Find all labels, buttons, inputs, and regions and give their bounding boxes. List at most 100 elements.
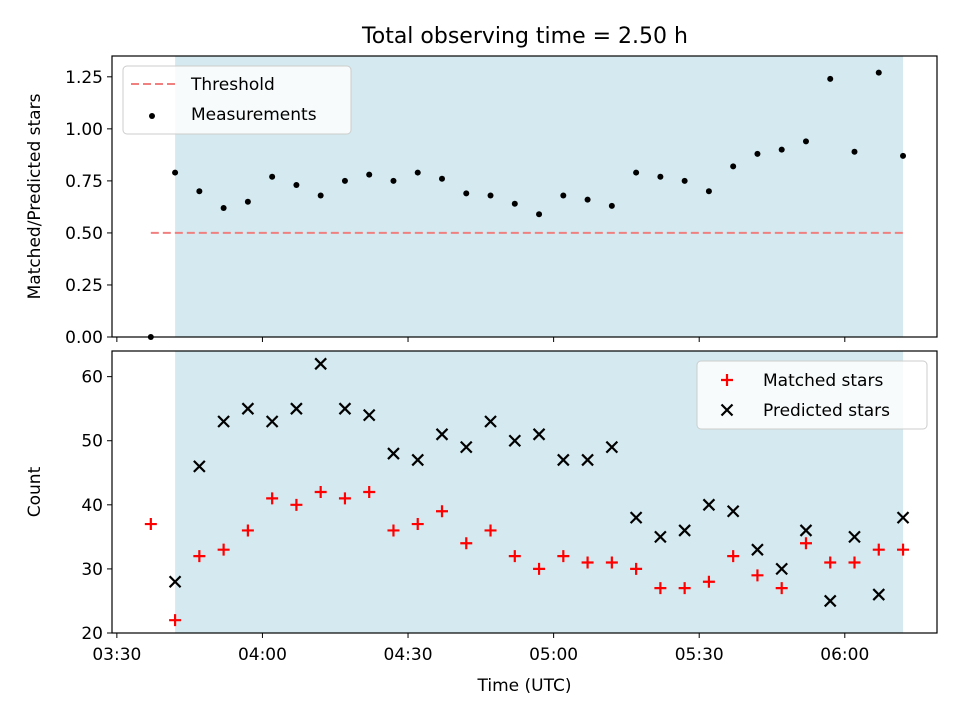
matched-star-point: [266, 492, 279, 505]
measurement-point: [584, 196, 591, 203]
legend-measurement-label: Measurements: [191, 105, 317, 125]
measurement-point: [608, 202, 615, 209]
predicted-star-point: [557, 453, 570, 467]
axes-frame: [111, 55, 938, 338]
matched-star-point: [605, 556, 618, 569]
predicted-star-point: [387, 447, 400, 460]
matched-star-point: [775, 582, 788, 595]
matched-star-point: [363, 486, 376, 498]
measurement-point: [730, 163, 737, 170]
matched-star-point: [848, 556, 861, 569]
predicted-star-point: [751, 543, 764, 556]
y-tick-label: 30: [81, 560, 103, 580]
legend-predicted-swatch: [720, 403, 734, 417]
x-axis-label: Time (UTC): [477, 676, 572, 696]
legend: Threshold Measurements: [122, 65, 352, 135]
predicted-star-point: [678, 524, 691, 537]
measurement-point: [705, 188, 712, 195]
matched-star-point: [460, 537, 473, 550]
predicted-star-point: [605, 440, 619, 454]
legend-predicted-label: Predicted stars: [763, 401, 890, 421]
matched-star-point: [241, 524, 254, 537]
top-panel: 0.00 0.25 0.50 0.75 1.00 1.25 Matched/Predicte…: [25, 55, 938, 348]
predicted-star-point: [241, 402, 255, 415]
matched-star-point: [678, 582, 691, 595]
measurement-point: [900, 152, 907, 159]
measurement-point: [778, 146, 785, 153]
predicted-star-point: [508, 434, 522, 448]
matched-star-point: [411, 518, 424, 531]
predicted-star-point: [338, 402, 352, 415]
y-tick-label: 60: [81, 368, 103, 388]
predicted-star-point: [629, 511, 643, 524]
measurement-point: [390, 177, 397, 184]
y-tick-label: 40: [81, 496, 103, 516]
matched-star-point: [581, 556, 594, 569]
x-tick-label: 03:30: [92, 645, 141, 665]
measurement-point: [317, 192, 324, 199]
predicted-star-point: [872, 588, 886, 601]
predicted-star-point: [654, 530, 667, 544]
measurement-point: [366, 171, 373, 178]
predicted-star-point: [532, 428, 546, 441]
x-tick-label: 04:00: [238, 645, 287, 665]
measurement-point: [244, 198, 251, 205]
measurement-point: [827, 75, 834, 82]
matched-star-point: [290, 498, 303, 511]
measurement-point: [681, 177, 688, 184]
matched-star-point: [897, 543, 910, 556]
y-axis-label: Count: [25, 466, 45, 517]
measurement-point: [439, 175, 445, 182]
predicted-star-point: [265, 415, 279, 428]
legend: Matched stars Predicted stars: [696, 360, 928, 430]
measurement-point: [269, 173, 276, 180]
matched-star-point: [193, 550, 206, 563]
measurement-point: [341, 177, 348, 184]
y-tick-label: 20: [81, 624, 103, 644]
matched-star-point: [751, 569, 764, 582]
measurement-point: [633, 169, 640, 176]
y-tick-label: 0.00: [65, 328, 103, 348]
predicted-star-point: [581, 453, 594, 467]
predicted-star-point: [362, 408, 376, 422]
legend-matched-swatch: [721, 374, 733, 386]
matched-star-point: [654, 582, 667, 595]
predicted-star-point: [484, 415, 497, 428]
matched-star-point: [533, 562, 546, 575]
measurement-point: [560, 192, 567, 199]
matched-star-point: [824, 556, 837, 569]
matched-star-point: [338, 492, 351, 505]
predicted-star-point: [314, 357, 327, 371]
measurement-point: [293, 182, 300, 189]
matched-star-point: [508, 550, 521, 563]
matched-star-point: [484, 524, 497, 537]
measurement-point: [802, 138, 809, 145]
legend-box: [696, 360, 928, 430]
y-tick-label: 50: [81, 432, 103, 452]
legend-measurement-swatch: [149, 113, 155, 119]
predicted-star-point: [702, 498, 716, 512]
measurement-point: [754, 150, 761, 157]
measurement-point: [536, 211, 543, 218]
chart-title: Total observing time = 2.50 h: [361, 24, 688, 49]
predicted-star-point: [459, 440, 473, 454]
measurement-point: [511, 200, 518, 207]
predicted-star-point: [193, 460, 206, 473]
predicted-star-point: [411, 453, 425, 467]
predicted-star-point: [290, 402, 303, 415]
predicted-star-point: [823, 594, 837, 608]
x-tick-label: 06:00: [820, 645, 869, 665]
axes-frame: [111, 350, 938, 634]
y-tick-label: 0.25: [65, 276, 103, 296]
predicted-star-point: [896, 511, 910, 524]
measurement-point: [657, 173, 664, 180]
matched-star-point: [630, 562, 643, 575]
matched-star-point: [557, 550, 570, 563]
matched-star-point: [387, 524, 400, 537]
y-tick-label: 1.25: [65, 68, 103, 88]
legend-matched-label: Matched stars: [763, 371, 883, 391]
matched-star-point: [727, 550, 740, 563]
measurement-point: [487, 192, 494, 199]
x-tick-label: 04:30: [384, 645, 433, 665]
